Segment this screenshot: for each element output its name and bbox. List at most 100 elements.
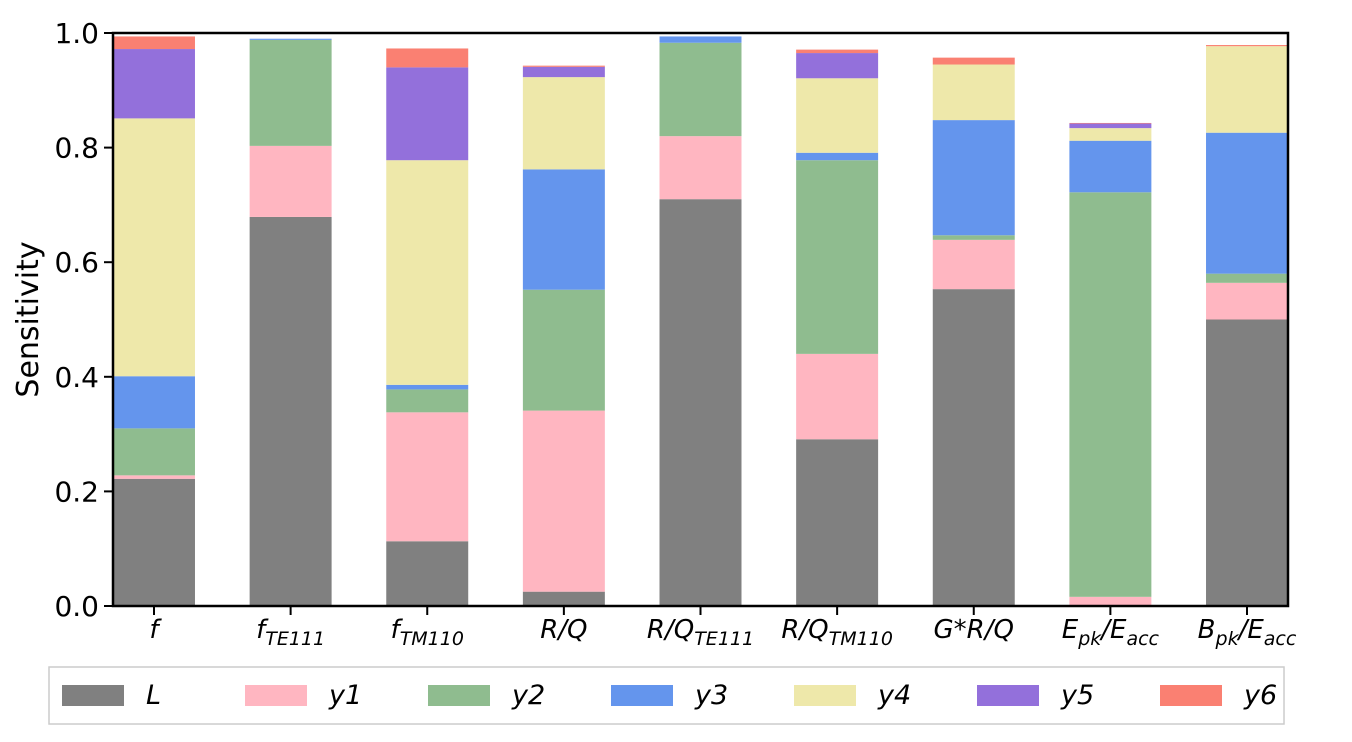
bar-segment-y2-5 [796, 160, 879, 354]
bar-segment-L-3 [522, 591, 605, 606]
x-tick-label: R/QTE111 [647, 615, 754, 650]
x-tick-label: Epk/Eacc [1062, 615, 1160, 650]
x-tick-label-text: R/Q [781, 615, 828, 645]
bar-segment-y5-0 [113, 49, 195, 119]
bar-segment-y2-2 [386, 389, 469, 413]
bar-segment-y3-5 [796, 152, 879, 161]
bar-segment-y6-7 [1069, 122, 1152, 124]
x-tick-label-text: B [1198, 615, 1216, 645]
bar-segment-y1-3 [522, 410, 605, 592]
bar-segment-y2-4 [659, 42, 742, 137]
bar-segment-y4-0 [113, 118, 195, 377]
x-tick-label-text: /E [1237, 615, 1265, 645]
x-tick-label: fTM110 [391, 615, 464, 650]
legend-label-y1: y1 [328, 680, 362, 711]
x-tick-label: f [149, 615, 162, 645]
bar-segment-y6-6 [932, 57, 1015, 65]
legend-label-y6: y6 [1243, 680, 1277, 711]
legend-swatch-y2 [428, 685, 490, 706]
x-tick-label-text: f [149, 615, 162, 645]
y-tick-label: 0.2 [54, 475, 99, 508]
bar-segment-L-5 [796, 439, 879, 606]
bar-segment-y3-0 [113, 376, 195, 429]
bar-segment-y3-6 [932, 120, 1015, 236]
x-tick-label: Bpk/Eacc [1198, 615, 1297, 650]
y-axis-label: Sensitivity [11, 241, 46, 397]
bar-segment-y2-6 [932, 235, 1015, 240]
legend-swatch-y1 [245, 685, 307, 706]
x-tick-label-subscript: pk [1077, 628, 1102, 650]
bar-segment-y4-7 [1069, 128, 1152, 141]
bar-segment-y2-3 [522, 289, 605, 411]
legend-swatch-L [62, 685, 124, 706]
x-tick-label-text: R/Q [647, 615, 694, 645]
legend-label-y4: y4 [877, 680, 911, 711]
bar-segment-y5-3 [522, 66, 605, 78]
bar-segment-y6-5 [796, 49, 879, 54]
bar-segment-L-2 [386, 541, 469, 606]
x-tick-label-subscript: TM110 [400, 628, 464, 650]
bar-segment-y5-7 [1069, 123, 1152, 129]
x-tick-label: R/QTM110 [781, 615, 893, 650]
bar-segment-y1-8 [1206, 282, 1288, 320]
bar-segment-y2-0 [113, 428, 195, 476]
bar-segment-y3-7 [1069, 140, 1152, 193]
legend-label-y5: y5 [1060, 680, 1094, 711]
bar-segment-y4-2 [386, 160, 469, 385]
bar-segment-y5-5 [796, 53, 879, 79]
x-tick-label-subscript: TE111 [694, 628, 754, 650]
x-tick-label-text: /E [1099, 615, 1127, 645]
legend-swatch-y5 [977, 685, 1039, 706]
legend-swatch-y4 [794, 685, 856, 706]
bar-segment-y6-2 [386, 48, 469, 68]
bar-segment-y2-7 [1069, 192, 1152, 597]
bar-segment-y3-1 [249, 38, 332, 40]
y-tick-label: 0.0 [54, 590, 99, 623]
bar-segment-y2-1 [249, 39, 332, 146]
x-tick-label-text: R/Q [540, 615, 587, 645]
x-tick-label-subscript: TE111 [265, 628, 325, 650]
bar-segment-y6-3 [522, 65, 605, 67]
bar-segment-L-1 [249, 216, 332, 607]
bar-segment-y1-6 [932, 239, 1015, 290]
legend-label-L: L [146, 680, 161, 711]
bar-segment-L-6 [932, 289, 1015, 606]
x-tick-label-subscript: acc [1126, 628, 1159, 650]
x-tick-label: R/Q [540, 615, 587, 645]
bar-segment-y4-5 [796, 78, 879, 153]
bar-segment-y1-0 [113, 475, 195, 479]
bar-segment-y4-8 [1206, 46, 1288, 133]
bar-segment-y5-2 [386, 67, 469, 161]
bar-segment-L-4 [659, 199, 742, 607]
legend-label-y3: y3 [694, 680, 728, 711]
x-tick-label-text: G*R/Q [934, 615, 1014, 645]
bar-segment-y1-2 [386, 412, 469, 542]
y-tick-label: 0.8 [54, 132, 99, 165]
bar-segment-y6-0 [113, 36, 195, 50]
x-tick-label-subscript: pk [1215, 628, 1240, 650]
bar-segment-y4-6 [932, 64, 1015, 121]
legend-label-y2: y2 [511, 680, 545, 711]
x-tick-label-text: E [1062, 615, 1079, 645]
x-tick-label: G*R/Q [934, 615, 1014, 645]
legend-swatch-y6 [1160, 685, 1222, 706]
x-tick-label-subscript: TM110 [829, 628, 893, 650]
y-tick-label: 0.4 [54, 361, 99, 394]
bar-segment-y1-7 [1069, 596, 1152, 606]
bar-segment-y3-8 [1206, 132, 1288, 274]
y-tick-label: 0.6 [54, 246, 99, 279]
bar-segment-y2-8 [1206, 273, 1288, 283]
y-tick-label: 1.0 [54, 17, 99, 50]
bar-segment-y3-2 [386, 384, 469, 390]
bar-segment-y6-8 [1206, 45, 1288, 47]
x-tick-label-subscript: acc [1264, 628, 1297, 650]
bar-segment-L-8 [1206, 319, 1288, 606]
bar-segment-y1-1 [249, 145, 332, 217]
bar-segment-y1-5 [796, 353, 879, 440]
bar-segment-y3-4 [659, 36, 742, 43]
legend-swatch-y3 [611, 685, 673, 706]
bar-segment-L-0 [113, 478, 195, 606]
bar-segment-y1-4 [659, 136, 742, 200]
